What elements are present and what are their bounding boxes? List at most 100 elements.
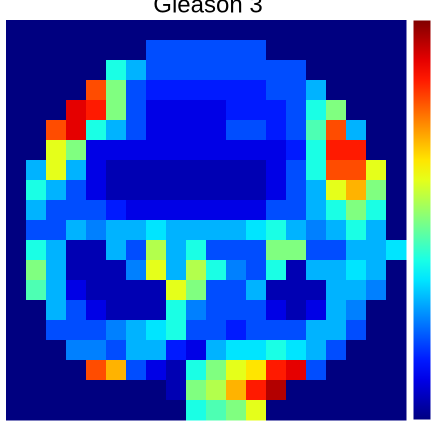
- heatmap-cell: [346, 60, 367, 81]
- heatmap-cell: [26, 200, 47, 221]
- heatmap-cell: [226, 340, 247, 361]
- heatmap-cell: [146, 120, 167, 141]
- heatmap-cell: [186, 340, 207, 361]
- heatmap-cell: [366, 300, 387, 321]
- heatmap-cell: [286, 160, 307, 181]
- heatmap-cell: [346, 280, 367, 301]
- heatmap-cell: [246, 20, 267, 41]
- heatmap-cell: [66, 80, 87, 101]
- heatmap-cell: [226, 280, 247, 301]
- heatmap-cell: [306, 320, 327, 341]
- heatmap-cell: [306, 300, 327, 321]
- heatmap-cell: [366, 260, 387, 281]
- heatmap-cell: [386, 200, 407, 221]
- heatmap-cell: [346, 240, 367, 261]
- heatmap-cell: [6, 60, 27, 81]
- heatmap-cell: [126, 160, 147, 181]
- heatmap-cell: [26, 120, 47, 141]
- heatmap-cell: [146, 20, 167, 41]
- heatmap-cell: [246, 100, 267, 121]
- heatmap-cell: [6, 20, 27, 41]
- heatmap-cell: [286, 240, 307, 261]
- heatmap-cell: [166, 280, 187, 301]
- heatmap-cell: [26, 140, 47, 161]
- heatmap-cell: [386, 80, 407, 101]
- heatmap-cell: [46, 400, 67, 421]
- heatmap-cell: [46, 100, 67, 121]
- heatmap-cell: [326, 20, 347, 41]
- heatmap-cell: [366, 220, 387, 241]
- heatmap-cell: [386, 280, 407, 301]
- heatmap-cell: [26, 320, 47, 341]
- heatmap-cell: [226, 300, 247, 321]
- heatmap-cell: [66, 220, 87, 241]
- heatmap-cell: [286, 300, 307, 321]
- heatmap-cell: [366, 340, 387, 361]
- heatmap-cell: [246, 160, 267, 181]
- heatmap-cell: [66, 300, 87, 321]
- heatmap-cell: [246, 360, 267, 381]
- heatmap-cell: [66, 360, 87, 381]
- heatmap-cell: [126, 320, 147, 341]
- heatmap-cell: [86, 320, 107, 341]
- heatmap-cell: [366, 140, 387, 161]
- heatmap-cell: [246, 60, 267, 81]
- heatmap-cell: [306, 160, 327, 181]
- heatmap-cell: [386, 120, 407, 141]
- heatmap-cell: [246, 200, 267, 221]
- heatmap-cell: [306, 40, 327, 61]
- heatmap-cell: [186, 280, 207, 301]
- heatmap-cell: [346, 20, 367, 41]
- heatmap-cell: [206, 40, 227, 61]
- heatmap-cell: [106, 140, 127, 161]
- heatmap: [6, 20, 407, 421]
- heatmap-cell: [126, 300, 147, 321]
- heatmap-cell: [126, 60, 147, 81]
- heatmap-cell: [266, 260, 287, 281]
- heatmap-cell: [186, 100, 207, 121]
- heatmap-cell: [86, 40, 107, 61]
- heatmap-cell: [226, 200, 247, 221]
- heatmap-cell: [246, 40, 267, 61]
- heatmap-cell: [26, 160, 47, 181]
- heatmap-cell: [126, 120, 147, 141]
- heatmap-cell: [166, 300, 187, 321]
- heatmap-cell: [6, 40, 27, 61]
- heatmap-cell: [66, 60, 87, 81]
- heatmap-cell: [326, 220, 347, 241]
- heatmap-cell: [166, 80, 187, 101]
- heatmap-cell: [186, 160, 207, 181]
- heatmap-cell: [206, 360, 227, 381]
- heatmap-cell: [26, 340, 47, 361]
- heatmap-cell: [266, 340, 287, 361]
- heatmap-cell: [46, 140, 67, 161]
- heatmap-cell: [286, 220, 307, 241]
- heatmap-cell: [226, 260, 247, 281]
- heatmap-cell: [26, 280, 47, 301]
- heatmap-cell: [146, 40, 167, 61]
- heatmap-cell: [246, 400, 267, 421]
- heatmap-cell: [66, 40, 87, 61]
- heatmap-cell: [126, 80, 147, 101]
- heatmap-cell: [366, 20, 387, 41]
- heatmap-cell: [246, 260, 267, 281]
- heatmap-cell: [106, 60, 127, 81]
- heatmap-cell: [26, 60, 47, 81]
- heatmap-cell: [306, 20, 327, 41]
- heatmap-cell: [386, 220, 407, 241]
- heatmap-cell: [66, 260, 87, 281]
- heatmap-cell: [6, 80, 27, 101]
- heatmap-cell: [66, 380, 87, 401]
- heatmap-cell: [186, 180, 207, 201]
- heatmap-cell: [46, 360, 67, 381]
- heatmap-cell: [286, 60, 307, 81]
- heatmap-cell: [46, 80, 67, 101]
- heatmap-cell: [226, 60, 247, 81]
- heatmap-cell: [26, 260, 47, 281]
- heatmap-cell: [46, 280, 67, 301]
- heatmap-cell: [386, 140, 407, 161]
- heatmap-cell: [6, 100, 27, 121]
- heatmap-cell: [246, 320, 267, 341]
- heatmap-cell: [166, 200, 187, 221]
- heatmap-cell: [266, 120, 287, 141]
